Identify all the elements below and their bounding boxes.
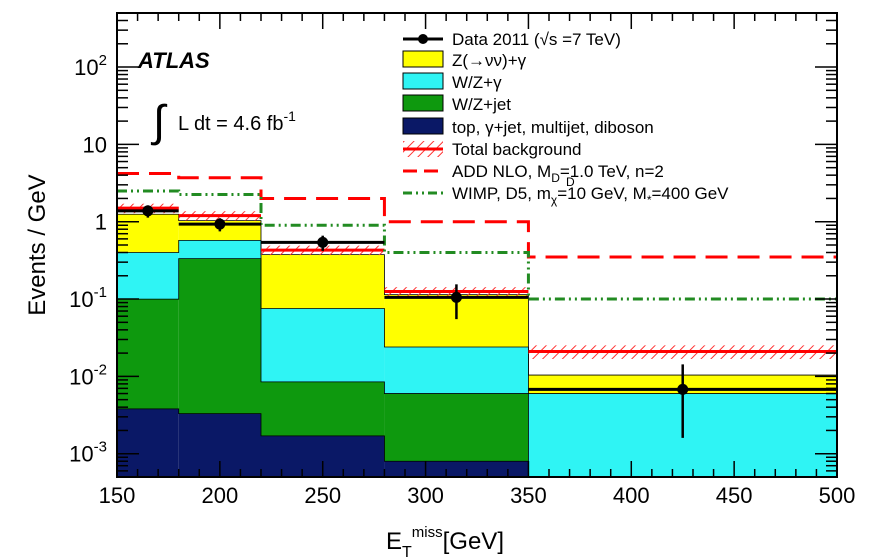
- legend-entry-add-signal: ADD NLO, MD=1.0 TeV, n=2: [403, 162, 664, 185]
- x-tick-label-250: 250: [304, 483, 341, 508]
- stack-bar-1-3: [384, 393, 529, 462]
- data-point-4: [677, 383, 689, 395]
- svg-text:ADD NLO, MD=1.0 TeV, n=2: ADD NLO, MD=1.0 TeV, n=2: [452, 162, 664, 185]
- signal-line-0: [117, 172, 837, 259]
- legend-entry-zvv: Z(→νν)+γ: [402, 50, 527, 70]
- svg-text:Data 2011 (√s =7 TeV): Data 2011 (√s =7 TeV): [452, 30, 621, 49]
- integral-sign: ∫: [150, 97, 168, 146]
- legend-entry-data: Data 2011 (√s =7 TeV): [403, 30, 621, 49]
- x-axis-title: ETmiss[GeV]: [386, 524, 504, 560]
- data-point-1: [214, 218, 226, 230]
- svg-text:top, γ+jet, multijet, diboson: top, γ+jet, multijet, diboson: [452, 118, 654, 137]
- data-points-layer: [117, 205, 837, 438]
- stack-bar-1-1: [178, 258, 261, 414]
- data-point-0: [142, 205, 154, 217]
- x-tick-label-300: 300: [407, 483, 444, 508]
- stack-outline-0: [117, 408, 529, 477]
- data-point-3: [450, 291, 462, 303]
- y-tick-label-3: 1: [95, 210, 107, 235]
- legend-entry-total-background: Total background: [403, 140, 581, 159]
- stack-bar-0-3: [384, 461, 529, 477]
- stack-outline-1: [117, 258, 529, 477]
- stack-bar-2-2: [261, 308, 385, 382]
- stack-bar-2-1: [178, 240, 261, 259]
- stack-bar-3-2: [261, 254, 385, 309]
- svg-text:Z(→νν)+γ: Z(→νν)+γ: [452, 51, 527, 70]
- y-tick-label-4: 10: [83, 132, 107, 157]
- axis-ticks: [116, 12, 838, 478]
- y-tick-label-2: 10-1: [69, 284, 107, 312]
- luminosity-label: L dt = 4.6 fb-1: [178, 108, 296, 135]
- svg-text:D: D: [566, 175, 575, 189]
- x-tick-label-150: 150: [99, 483, 136, 508]
- signal-lines-layer: [117, 172, 837, 301]
- x-tick-label-500: 500: [819, 483, 856, 508]
- svg-text:Total background: Total background: [452, 140, 581, 159]
- y-tick-label-1: 10-2: [69, 361, 107, 389]
- experiment-label: ATLAS: [137, 48, 210, 73]
- legend-entry-wz-gamma: W/Z+γ: [402, 72, 502, 92]
- legend-entry-wz-jet: W/Z+jet: [402, 94, 511, 114]
- x-tick-label-200: 200: [201, 483, 238, 508]
- x-tick-labels: 150 200 250 300 350 400 450 500: [99, 483, 856, 508]
- svg-text:W/Z+γ: W/Z+γ: [452, 73, 502, 92]
- y-tick-labels: 10-3 10-2 10-1 1 10 102: [69, 52, 107, 467]
- x-tick-label-400: 400: [613, 483, 650, 508]
- x-tick-label-450: 450: [716, 483, 753, 508]
- data-point-2: [317, 236, 329, 248]
- stack-bar-1-2: [261, 381, 385, 436]
- svg-text:WIMP, D5, mχ=10 GeV, M*=400 Ge: WIMP, D5, mχ=10 GeV, M*=400 GeV: [452, 184, 729, 207]
- legend: Data 2011 (√s =7 TeV) Z(→νν)+γ W/Z+γ W/Z…: [402, 30, 729, 207]
- signal-line-1: [117, 189, 837, 301]
- y-tick-label-5: 102: [74, 52, 107, 80]
- svg-text:W/Z+jet: W/Z+jet: [452, 95, 511, 114]
- legend-entry-wimp-signal: WIMP, D5, mχ=10 GeV, M*=400 GeV D: [403, 175, 729, 207]
- stack-bar-2-3: [384, 346, 529, 394]
- y-tick-label-0: 10-3: [69, 439, 107, 467]
- y-axis-title: Events / GeV: [24, 174, 51, 315]
- legend-entry-other: top, γ+jet, multijet, diboson: [402, 117, 654, 137]
- stack-bar-1-0: [117, 299, 179, 409]
- x-tick-label-350: 350: [510, 483, 547, 508]
